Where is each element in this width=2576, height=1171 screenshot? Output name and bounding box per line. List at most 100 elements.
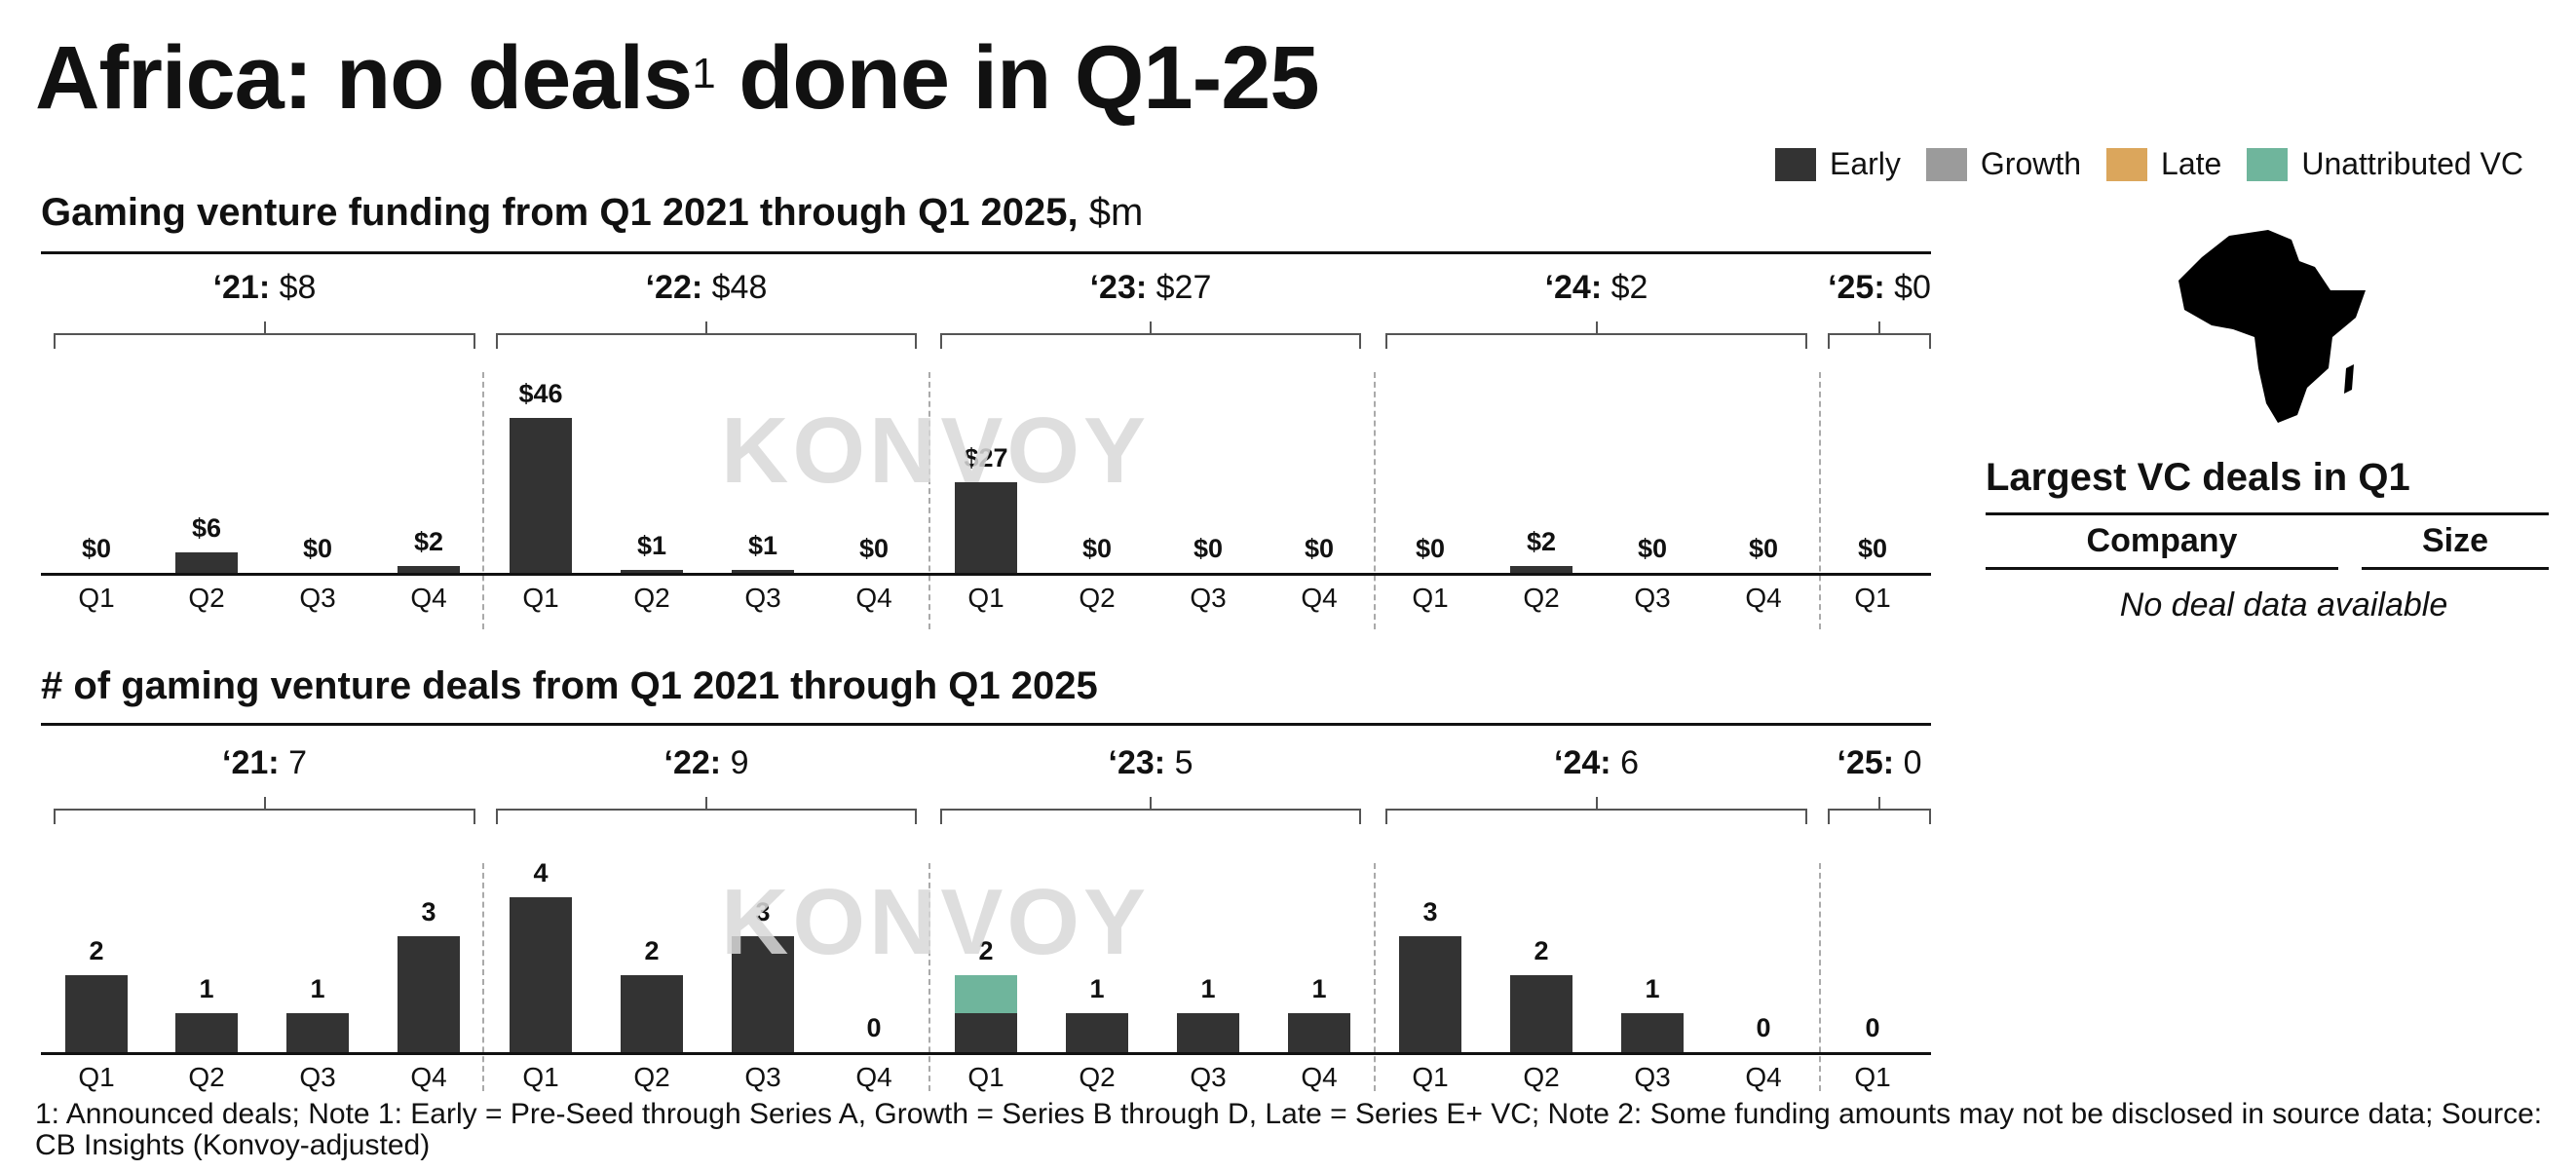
quarter-tick-label: Q1 xyxy=(78,583,115,613)
quarter-tick-label: Q3 xyxy=(299,583,336,613)
year-bracket xyxy=(1385,809,1807,824)
bar-value-label: $46 xyxy=(518,379,563,408)
year-total-label: ‘23: 5 xyxy=(1108,744,1193,781)
bar-early xyxy=(955,1013,1017,1052)
bar-early xyxy=(1399,935,1461,1052)
year-bracket-tick xyxy=(263,321,266,333)
year-bracket xyxy=(940,809,1361,824)
bar-value-label: 1 xyxy=(310,974,325,1004)
bar-value-label: 1 xyxy=(1645,974,1660,1004)
watermark-top: KONVOY xyxy=(721,398,1151,503)
year-bracket xyxy=(496,333,917,349)
side-table-top-rule xyxy=(1986,512,2549,515)
bar-value-label: 1 xyxy=(1311,974,1327,1004)
quarter-tick-label: Q4 xyxy=(1745,583,1782,613)
bar-early xyxy=(398,935,460,1052)
quarter-tick-label: Q3 xyxy=(744,583,781,613)
year-bracket xyxy=(1828,809,1931,824)
year-bracket-tick xyxy=(1150,797,1152,809)
quarter-tick-label: Q2 xyxy=(1523,583,1560,613)
bar-early xyxy=(65,974,128,1052)
quarter-tick-label: Q2 xyxy=(633,583,670,613)
chart-legend: Early Growth Late Unattributed VC xyxy=(1775,146,2523,182)
bar-value-label: 2 xyxy=(978,935,994,965)
bar-early xyxy=(621,569,683,573)
quarter-tick-label: Q1 xyxy=(967,583,1004,613)
quarter-tick-label: Q4 xyxy=(1301,583,1338,613)
year-total-label: ‘22: 9 xyxy=(663,744,749,781)
year-bracket-tick xyxy=(705,321,707,333)
year-separator xyxy=(928,372,930,629)
bar-value-label: $0 xyxy=(1415,534,1446,563)
side-table-rule-company xyxy=(1986,567,2338,570)
bar-value-label: $6 xyxy=(191,513,222,544)
year-total-label: ‘22: $48 xyxy=(645,269,768,306)
quarter-tick-label: Q4 xyxy=(1745,1062,1782,1092)
bar-value-label: 4 xyxy=(533,858,549,888)
bar-early xyxy=(286,1013,349,1052)
quarter-tick-label: Q4 xyxy=(855,1062,892,1092)
bar-early xyxy=(510,897,572,1052)
quarter-tick-label: Q1 xyxy=(967,1062,1004,1092)
bar-early xyxy=(732,935,794,1052)
no-deal-message: No deal data available xyxy=(2119,586,2448,623)
year-separator xyxy=(1374,863,1376,1091)
quarter-tick-label: Q3 xyxy=(1190,1062,1227,1092)
quarter-tick-label: Q4 xyxy=(855,583,892,613)
bar-value-label: $2 xyxy=(413,527,444,557)
quarter-tick-label: Q2 xyxy=(1079,583,1116,613)
legend-item-early: Early xyxy=(1775,146,1901,182)
bar-value-label: 1 xyxy=(199,974,214,1004)
quarter-tick-label: Q3 xyxy=(1190,583,1227,613)
bar-early xyxy=(175,552,238,573)
bar-value-label: 3 xyxy=(421,896,436,926)
side-table-rule-size xyxy=(2362,567,2549,570)
side-table-header-company: Company xyxy=(2086,522,2238,559)
quarter-tick-label: Q3 xyxy=(1634,1062,1671,1092)
quarter-tick-label: Q1 xyxy=(1854,1062,1891,1092)
year-bracket xyxy=(1828,333,1931,349)
year-total-label: ‘25: $0 xyxy=(1828,269,1931,306)
funding-chart-title: Gaming venture funding from Q1 2021 thro… xyxy=(41,191,1144,234)
deals-chart-title: # of gaming venture deals from Q1 2021 t… xyxy=(41,664,1098,707)
legend-swatch-late xyxy=(2106,147,2148,181)
year-bracket xyxy=(496,809,917,824)
year-bracket xyxy=(1385,333,1807,349)
quarter-tick-label: Q2 xyxy=(188,583,225,613)
year-bracket-tick xyxy=(1595,797,1598,809)
year-separator xyxy=(1819,863,1821,1091)
quarter-tick-label: Q1 xyxy=(522,1062,559,1092)
quarter-tick-label: Q1 xyxy=(1412,1062,1449,1092)
chart-top-rule xyxy=(41,251,1931,254)
bar-value-label: $0 xyxy=(81,534,112,563)
year-separator xyxy=(1374,372,1376,629)
bar-value-label: $1 xyxy=(747,530,778,560)
bar-early xyxy=(398,566,460,573)
bar-value-label: 3 xyxy=(1422,896,1438,926)
bar-value-label: 2 xyxy=(1534,935,1549,965)
quarter-tick-label: Q1 xyxy=(1854,583,1891,613)
bar-value-label: $0 xyxy=(1748,534,1779,563)
year-bracket-tick xyxy=(1878,321,1880,333)
bar-early xyxy=(1510,566,1572,573)
year-total-label: ‘21: 7 xyxy=(222,744,307,781)
bar-value-label: $1 xyxy=(636,530,667,560)
bar-value-label: 2 xyxy=(644,935,660,965)
bar-early xyxy=(1288,1013,1350,1052)
watermark-bottom: KONVOY xyxy=(721,870,1151,974)
year-total-label: ‘24: $2 xyxy=(1544,269,1648,306)
bar-early xyxy=(1621,1013,1684,1052)
quarter-tick-label: Q2 xyxy=(1523,1062,1560,1092)
quarter-tick-label: Q4 xyxy=(1301,1062,1338,1092)
bar-early xyxy=(1066,1013,1128,1052)
quarter-tick-label: Q2 xyxy=(188,1062,225,1092)
chart-top-rule xyxy=(41,723,1931,726)
bar-value-label: 1 xyxy=(1089,974,1105,1004)
year-separator xyxy=(1819,372,1821,629)
legend-swatch-early xyxy=(1775,147,1816,181)
footnote-marker: 1 xyxy=(692,50,716,97)
bar-value-label: 0 xyxy=(866,1013,882,1042)
year-bracket xyxy=(54,333,475,349)
bar-value-label: $2 xyxy=(1526,527,1557,557)
legend-swatch-growth xyxy=(1925,147,1967,181)
